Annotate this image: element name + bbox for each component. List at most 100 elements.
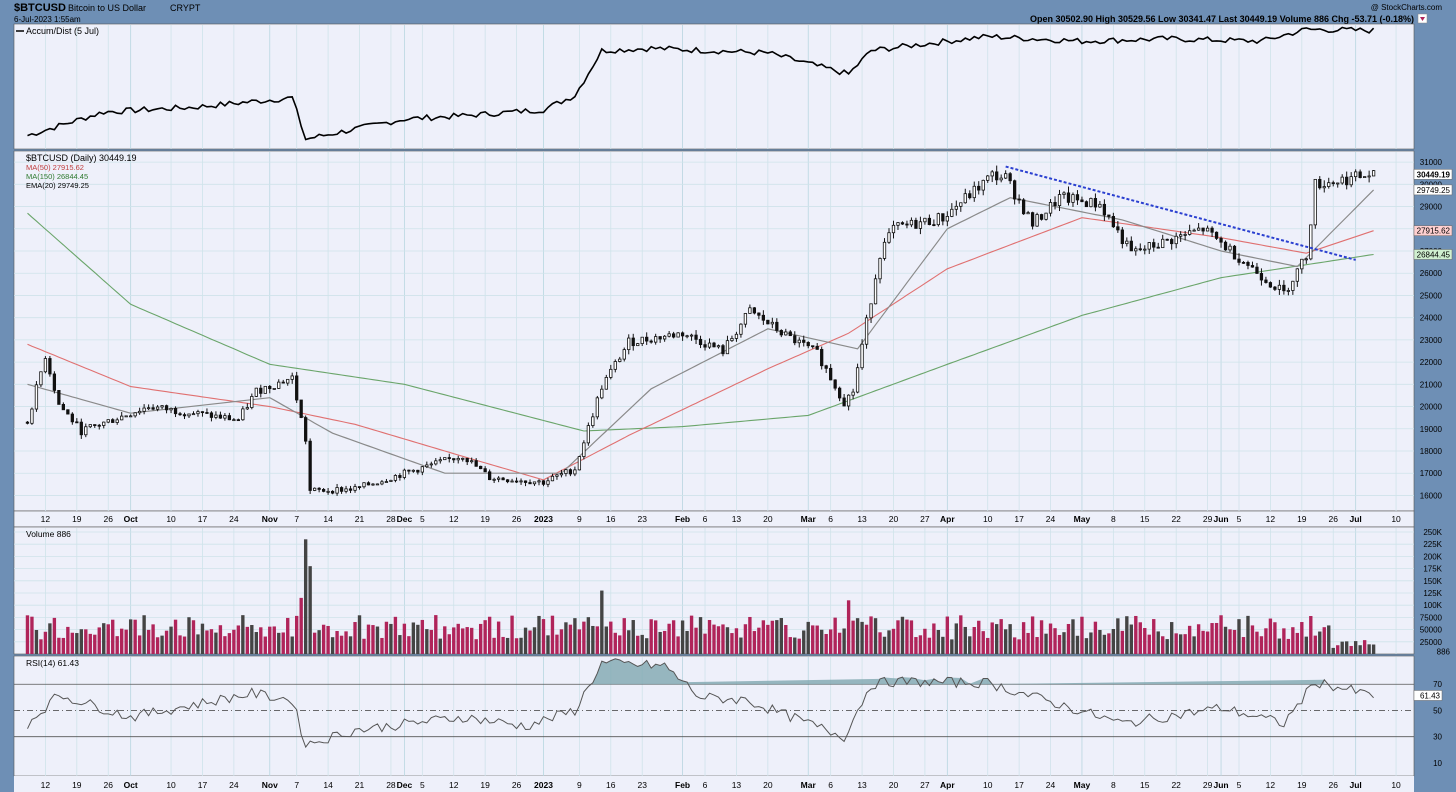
date-tick-label: 10 bbox=[983, 514, 993, 524]
volume-bar bbox=[995, 624, 999, 654]
date-tick-label: 6 bbox=[703, 514, 708, 524]
volume-bar bbox=[909, 620, 914, 654]
candle-body bbox=[882, 241, 887, 259]
candle-body bbox=[1057, 194, 1062, 207]
candle-body bbox=[1371, 170, 1376, 177]
candle-body bbox=[155, 406, 160, 410]
candle-body bbox=[479, 465, 483, 470]
candle-body bbox=[1093, 198, 1098, 208]
volume-bar bbox=[873, 618, 878, 654]
volume-bar bbox=[1309, 616, 1313, 654]
candle-body bbox=[308, 440, 312, 491]
date-tick-label: 6 bbox=[703, 780, 708, 790]
volume-bar bbox=[694, 627, 698, 654]
volume-bar bbox=[806, 621, 810, 654]
candle-body bbox=[528, 482, 532, 485]
candle-body bbox=[972, 185, 976, 199]
volume-bar bbox=[734, 628, 739, 654]
candle-body bbox=[909, 219, 914, 226]
volume-bar bbox=[1062, 632, 1066, 654]
volume-bar bbox=[577, 629, 582, 654]
volume-bar bbox=[303, 539, 308, 654]
candle-body bbox=[268, 385, 272, 390]
candle-body bbox=[1322, 186, 1326, 189]
candle-body bbox=[604, 377, 608, 390]
volume-tick-label: 225K bbox=[1423, 540, 1442, 549]
candle-body bbox=[757, 312, 761, 316]
volume-bar bbox=[986, 637, 990, 654]
candle-body bbox=[290, 375, 294, 380]
rsi-tick-label: 50 bbox=[1433, 706, 1442, 715]
candle-body bbox=[631, 337, 635, 347]
rsi-panel bbox=[13, 655, 1415, 777]
rsi-series bbox=[14, 658, 1414, 749]
last-value-label: 26844.45 bbox=[1417, 250, 1451, 259]
volume-bar bbox=[828, 629, 833, 654]
candle-body bbox=[407, 469, 411, 472]
volume-bar bbox=[25, 615, 30, 654]
volume-bar bbox=[465, 627, 469, 654]
volume-bar bbox=[1093, 621, 1098, 654]
candle-body bbox=[1232, 245, 1237, 260]
candle-body bbox=[900, 222, 905, 225]
candle-body bbox=[313, 487, 317, 491]
accum-dist-line bbox=[27, 26, 1375, 141]
volume-bar bbox=[766, 624, 770, 654]
date-tick-label: 15 bbox=[1140, 514, 1150, 524]
candle-body bbox=[663, 335, 667, 340]
date-tick-label: 13 bbox=[857, 514, 867, 524]
volume-bar bbox=[950, 639, 954, 654]
volume-last-label: 886 bbox=[1437, 648, 1451, 657]
volume-bar bbox=[30, 616, 34, 654]
date-tick-label: 20 bbox=[889, 780, 899, 790]
volume-bar bbox=[420, 619, 425, 654]
volume-bar bbox=[39, 639, 43, 654]
candle-body bbox=[461, 457, 465, 460]
price-panel bbox=[13, 150, 1415, 512]
candle-body bbox=[860, 343, 864, 369]
candle-body bbox=[420, 466, 424, 473]
volume-bar bbox=[770, 620, 775, 654]
date-tick-label: Oct bbox=[124, 514, 138, 524]
candle-body bbox=[721, 345, 725, 355]
volume-bar bbox=[1205, 631, 1210, 654]
candle-body bbox=[564, 469, 568, 474]
date-tick-label: 13 bbox=[732, 780, 742, 790]
candle-body bbox=[788, 331, 792, 337]
candle-body bbox=[1170, 239, 1174, 245]
candle-body bbox=[286, 378, 290, 384]
candle-body bbox=[1345, 176, 1349, 186]
volume-bar bbox=[128, 619, 133, 654]
volume-bar bbox=[61, 637, 66, 654]
volume-bar bbox=[250, 625, 254, 654]
volume-bar bbox=[425, 629, 429, 654]
volume-bar bbox=[676, 636, 680, 654]
volume-bar bbox=[1035, 637, 1039, 654]
volume-bar bbox=[1358, 645, 1362, 654]
last-value-box bbox=[1413, 225, 1453, 236]
date-tick-label: 14 bbox=[323, 780, 333, 790]
volume-bar bbox=[721, 624, 725, 654]
candle-body bbox=[950, 208, 954, 217]
candle-body bbox=[613, 361, 617, 370]
candle-body bbox=[330, 490, 335, 494]
volume-bar bbox=[1362, 640, 1367, 654]
candle-body bbox=[146, 407, 151, 410]
date-tick-label: 24 bbox=[1046, 514, 1056, 524]
volume-bar bbox=[833, 617, 837, 654]
candle-body bbox=[1071, 194, 1075, 203]
volume-bar bbox=[348, 636, 353, 654]
volume-bar bbox=[1178, 634, 1183, 654]
volume-bar bbox=[295, 615, 299, 654]
price-tick-label: 22000 bbox=[1420, 358, 1443, 367]
volume-bar bbox=[496, 621, 501, 654]
candle-body bbox=[1282, 284, 1286, 292]
volume-bar bbox=[1120, 630, 1125, 654]
volume-bar bbox=[263, 636, 267, 654]
volume-bar bbox=[164, 630, 169, 654]
candle-body bbox=[739, 323, 743, 335]
candle-body bbox=[411, 469, 415, 472]
candle-body bbox=[1008, 173, 1012, 182]
candle-body bbox=[954, 205, 958, 210]
ma150-line bbox=[27, 212, 1374, 432]
